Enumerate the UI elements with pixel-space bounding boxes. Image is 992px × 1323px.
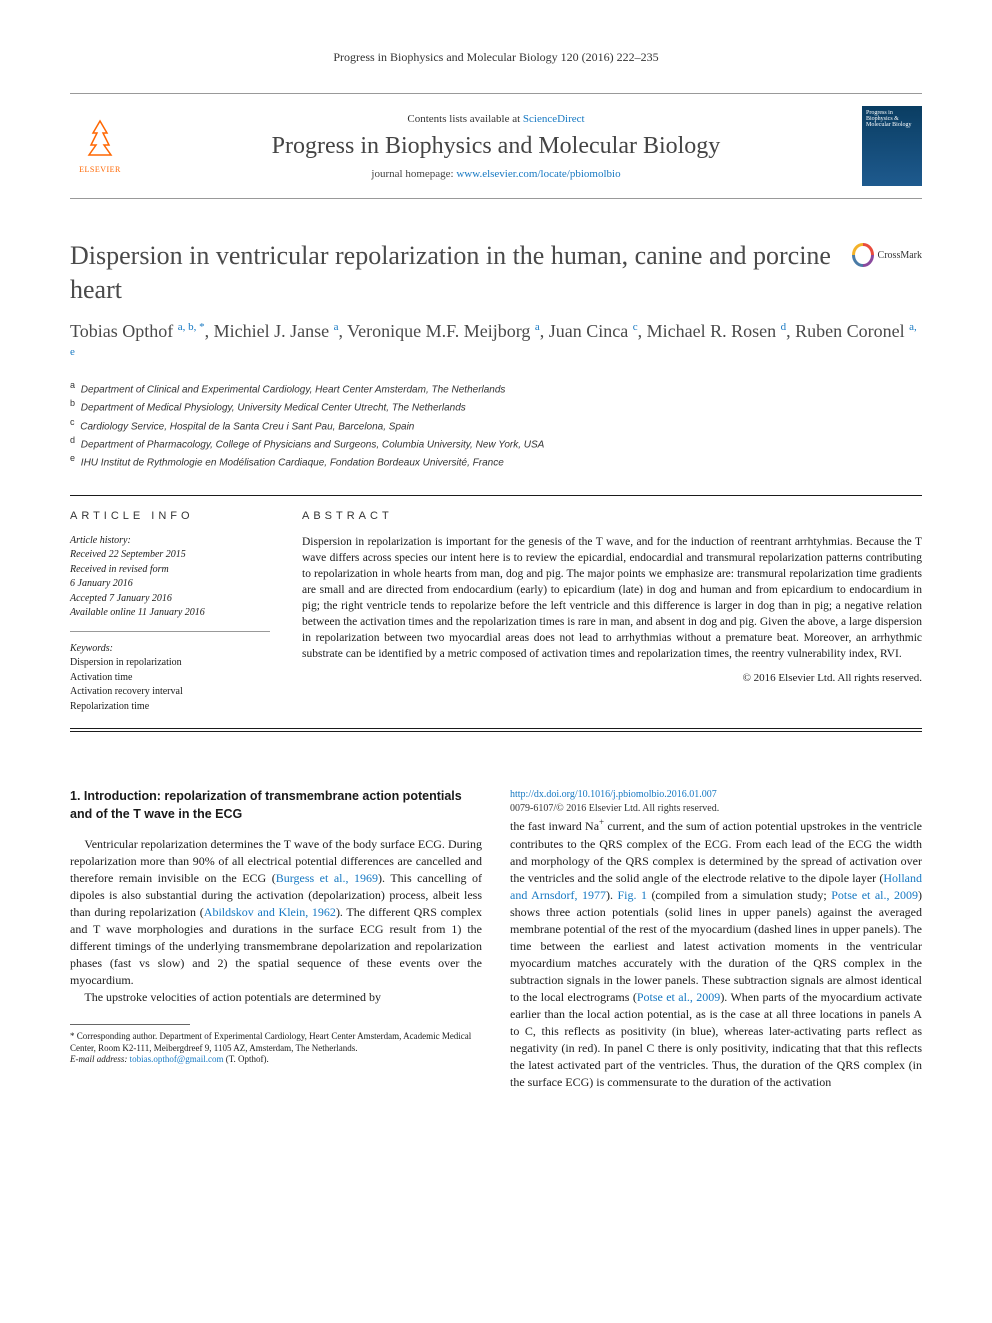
contents-prefix: Contents lists available at bbox=[407, 113, 522, 125]
keywords: Keywords: Dispersion in repolarizationAc… bbox=[70, 642, 270, 715]
keyword-item: Dispersion in repolarization bbox=[70, 656, 270, 671]
contents-line: Contents lists available at ScienceDirec… bbox=[144, 113, 848, 125]
abstract-head: ABSTRACT bbox=[302, 510, 922, 522]
elsevier-logo: ELSEVIER bbox=[70, 111, 130, 181]
cover-title-text: Progress in Biophysics & Molecular Biolo… bbox=[866, 110, 918, 128]
history-line: 6 January 2016 bbox=[70, 577, 270, 592]
keyword-item: Activation recovery interval bbox=[70, 685, 270, 700]
header-center: Contents lists available at ScienceDirec… bbox=[144, 113, 848, 180]
article-title: Dispersion in ventricular repolarization… bbox=[70, 239, 840, 307]
email-label: E-mail address: bbox=[70, 1054, 130, 1064]
crossmark-icon bbox=[852, 243, 874, 267]
affiliation-line: b Department of Medical Physiology, Univ… bbox=[70, 397, 922, 415]
doi-block: http://dx.doi.org/10.1016/j.pbiomolbio.2… bbox=[510, 788, 922, 816]
keyword-item: Repolarization time bbox=[70, 700, 270, 715]
journal-header: ELSEVIER Contents lists available at Sci… bbox=[70, 93, 922, 199]
affiliation-line: d Department of Pharmacology, College of… bbox=[70, 434, 922, 452]
history-line: Available online 11 January 2016 bbox=[70, 606, 270, 621]
ref-abildskov-1962[interactable]: Abildskov and Klein, 1962 bbox=[204, 905, 336, 919]
keyword-item: Activation time bbox=[70, 671, 270, 686]
history-line: Received 22 September 2015 bbox=[70, 548, 270, 563]
homepage-prefix: journal homepage: bbox=[371, 168, 456, 180]
ref-potse-2009a[interactable]: Potse et al., 2009 bbox=[831, 888, 918, 902]
info-abstract-block: ARTICLE INFO Article history: Received 2… bbox=[70, 495, 922, 730]
crossmark-label: CrossMark bbox=[878, 250, 922, 261]
sciencedirect-link[interactable]: ScienceDirect bbox=[523, 113, 585, 125]
ref-burgess-1969[interactable]: Burgess et al., 1969 bbox=[276, 871, 378, 885]
affiliation-line: a Department of Clinical and Experimenta… bbox=[70, 379, 922, 397]
ref-potse-2009b[interactable]: Potse et al., 2009 bbox=[637, 990, 720, 1004]
history-label: Article history: bbox=[70, 534, 270, 549]
affiliations: a Department of Clinical and Experimenta… bbox=[70, 379, 922, 471]
homepage-link[interactable]: www.elsevier.com/locate/pbiomolbio bbox=[456, 168, 620, 180]
divider bbox=[70, 731, 922, 732]
paragraph-3: the fast inward Na+ current, and the sum… bbox=[510, 816, 922, 1091]
paragraph-2: The upstroke velocities of action potent… bbox=[70, 989, 482, 1006]
crossmark-badge[interactable]: CrossMark bbox=[852, 243, 922, 267]
ref-fig1[interactable]: Fig. 1 bbox=[617, 888, 647, 902]
history-line: Received in revised form bbox=[70, 563, 270, 578]
copyright-line: © 2016 Elsevier Ltd. All rights reserved… bbox=[302, 672, 922, 684]
elsevier-text: ELSEVIER bbox=[79, 165, 121, 174]
body-text: 1. Introduction: repolarization of trans… bbox=[70, 788, 922, 1091]
email-suffix: (T. Opthof). bbox=[223, 1054, 268, 1064]
footnote-separator bbox=[70, 1024, 190, 1025]
corresponding-marker: * bbox=[70, 1031, 75, 1041]
corresponding-text: Corresponding author. Department of Expe… bbox=[70, 1031, 471, 1053]
paragraph-1: Ventricular repolarization determines th… bbox=[70, 836, 482, 989]
authors: Tobias Opthof a, b, *, Michiel J. Janse … bbox=[70, 319, 922, 369]
title-row: Dispersion in ventricular repolarization… bbox=[70, 239, 922, 307]
elsevier-tree-icon bbox=[83, 119, 117, 165]
homepage-line: journal homepage: www.elsevier.com/locat… bbox=[144, 168, 848, 180]
article-info: ARTICLE INFO Article history: Received 2… bbox=[70, 510, 270, 715]
history-line: Accepted 7 January 2016 bbox=[70, 592, 270, 607]
journal-cover-thumbnail: Progress in Biophysics & Molecular Biolo… bbox=[862, 106, 922, 186]
issn-copyright: 0079-6107/© 2016 Elsevier Ltd. All right… bbox=[510, 803, 719, 814]
article-history: Article history: Received 22 September 2… bbox=[70, 534, 270, 632]
article-info-head: ARTICLE INFO bbox=[70, 510, 270, 522]
affiliation-line: c Cardiology Service, Hospital de la San… bbox=[70, 416, 922, 434]
section-1-heading: 1. Introduction: repolarization of trans… bbox=[70, 788, 482, 824]
keywords-label: Keywords: bbox=[70, 642, 270, 657]
journal-reference: Progress in Biophysics and Molecular Bio… bbox=[70, 50, 922, 65]
corresponding-author: * Corresponding author. Department of Ex… bbox=[70, 1031, 482, 1066]
corresponding-email[interactable]: tobias.opthof@gmail.com bbox=[130, 1054, 224, 1064]
abstract: ABSTRACT Dispersion in repolarization is… bbox=[302, 510, 922, 715]
doi-link[interactable]: http://dx.doi.org/10.1016/j.pbiomolbio.2… bbox=[510, 789, 717, 800]
affiliation-line: e IHU Institut de Rythmologie en Modélis… bbox=[70, 452, 922, 470]
journal-name: Progress in Biophysics and Molecular Bio… bbox=[144, 133, 848, 160]
abstract-text: Dispersion in repolarization is importan… bbox=[302, 534, 922, 663]
